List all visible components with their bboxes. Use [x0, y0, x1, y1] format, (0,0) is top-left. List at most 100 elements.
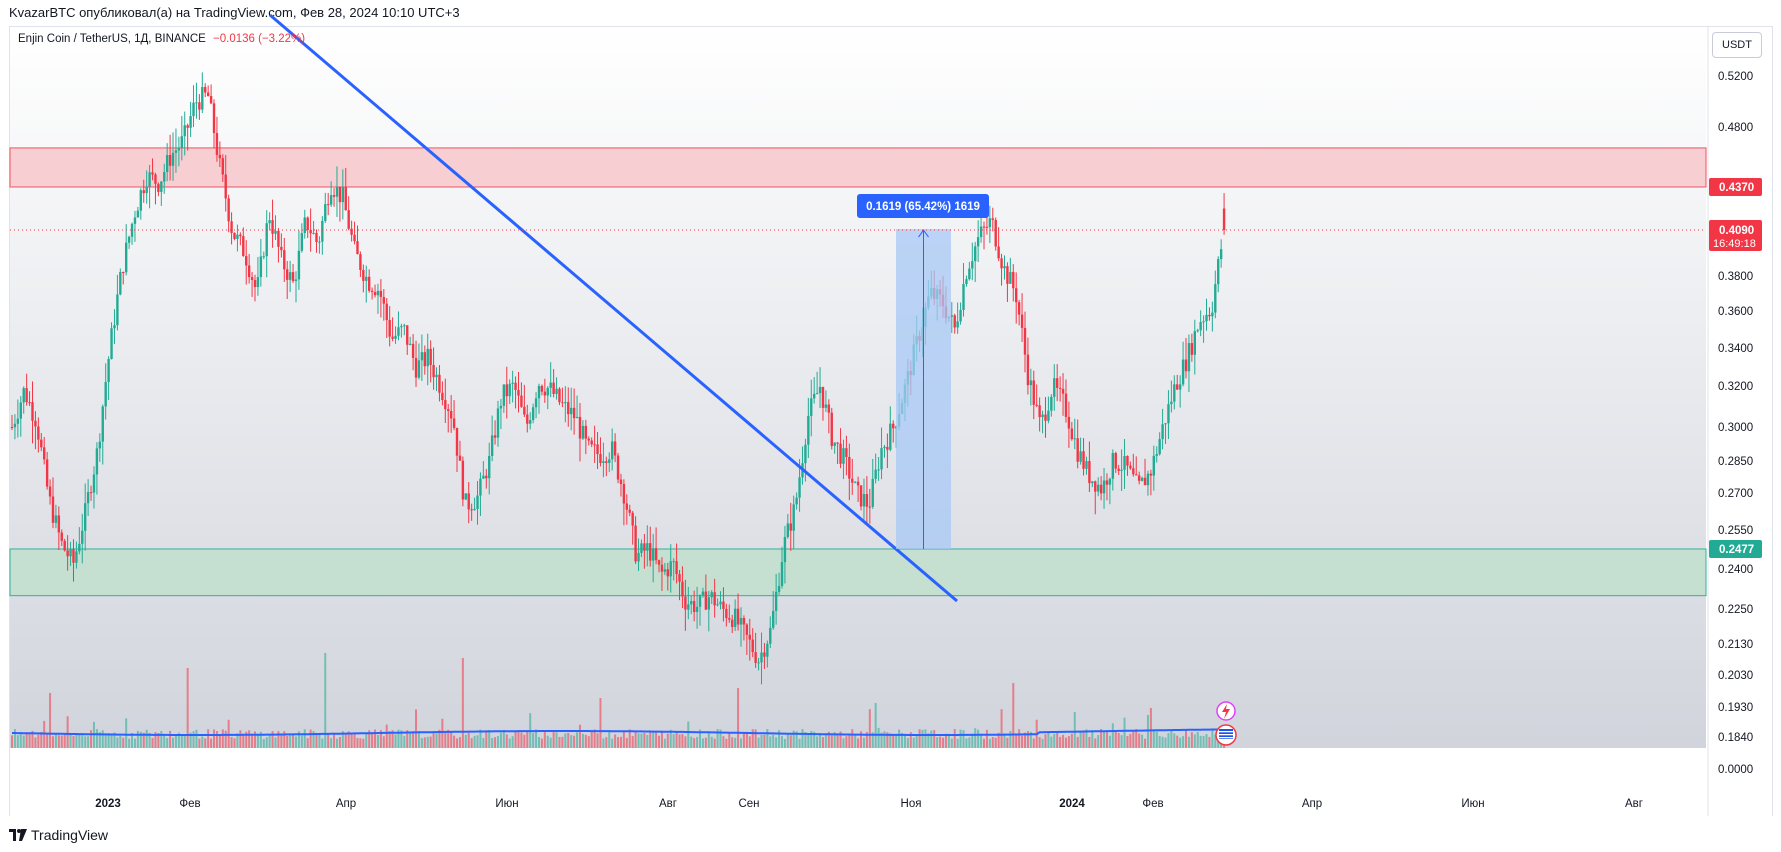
- candle-body: [534, 398, 538, 408]
- volume-bar: [617, 737, 620, 748]
- symbol-info: Enjin Coin / TetherUS, 1Д, BINANCE −0.01…: [18, 33, 305, 45]
- candle-body: [1202, 321, 1205, 323]
- candle: [848, 443, 851, 501]
- candle-body: [1015, 288, 1018, 303]
- candle: [408, 336, 412, 346]
- candle-body: [186, 125, 189, 128]
- price-tick: 0.2400: [1718, 564, 1753, 576]
- candle: [1079, 437, 1082, 465]
- currency-button[interactable]: USDT: [1712, 32, 1762, 58]
- candle-body: [356, 241, 359, 255]
- candle: [1205, 298, 1208, 331]
- volume-bar: [312, 731, 315, 748]
- candle-body: [836, 442, 839, 444]
- volume-bar: [368, 730, 371, 748]
- candle: [43, 437, 46, 465]
- volume-bar: [983, 738, 985, 748]
- candle: [444, 378, 447, 424]
- volume-bar: [593, 729, 596, 748]
- volume-bar: [438, 729, 441, 748]
- candle-body: [262, 256, 265, 258]
- candle: [479, 472, 482, 517]
- candle-body: [669, 561, 672, 577]
- candle: [701, 587, 705, 598]
- candle: [81, 513, 84, 564]
- candle: [171, 132, 175, 181]
- candle: [499, 398, 503, 430]
- candle: [994, 217, 997, 251]
- candle: [974, 241, 977, 282]
- volume-bar: [376, 734, 379, 748]
- candle-body: [605, 461, 608, 464]
- candle-body: [382, 297, 386, 304]
- volume-bar: [1082, 732, 1085, 748]
- candle: [1149, 469, 1153, 496]
- candle: [452, 400, 456, 431]
- volume-bar: [558, 736, 561, 748]
- candle-body: [13, 423, 17, 428]
- candle-body: [736, 608, 740, 625]
- candle: [950, 302, 953, 334]
- candle: [10, 414, 14, 430]
- candle-body: [572, 407, 576, 419]
- candle: [845, 435, 848, 476]
- candle: [198, 94, 201, 120]
- volume-bar: [936, 737, 939, 748]
- candle: [72, 539, 75, 582]
- candle: [877, 457, 880, 481]
- candle: [1023, 311, 1027, 373]
- volume-bar: [335, 738, 338, 748]
- candle: [502, 384, 506, 413]
- volume-bar: [1076, 736, 1079, 748]
- volume-bar: [271, 731, 274, 748]
- candle-body: [613, 441, 617, 456]
- candle-body: [991, 218, 994, 220]
- volume-bar: [87, 736, 90, 748]
- candle-body: [839, 443, 842, 464]
- candle-body: [845, 448, 848, 458]
- volume-bar: [1023, 732, 1026, 748]
- candle: [728, 604, 731, 623]
- candle: [777, 572, 781, 595]
- candle: [572, 388, 576, 435]
- volume-bar: [25, 732, 28, 748]
- volume-bar: [63, 733, 66, 748]
- candle-body: [956, 321, 959, 328]
- candle: [1146, 470, 1150, 496]
- candle-body: [397, 327, 400, 336]
- candle-body: [1140, 477, 1144, 481]
- candle-body: [291, 272, 295, 282]
- volume-bar: [804, 732, 807, 748]
- candle: [1102, 467, 1106, 509]
- candle: [338, 186, 342, 222]
- volume-bar: [608, 731, 611, 748]
- candle: [154, 172, 157, 205]
- candle: [209, 84, 213, 105]
- volume-bar: [341, 731, 344, 748]
- candle-body: [189, 116, 192, 128]
- candle: [397, 311, 400, 341]
- volume-bar: [860, 731, 863, 748]
- volume-bar: [1003, 733, 1006, 748]
- volume-bar: [590, 732, 593, 748]
- candle-body: [681, 581, 684, 597]
- candle: [230, 212, 233, 245]
- candle: [1085, 456, 1088, 475]
- candle: [286, 261, 289, 299]
- candle-body: [300, 233, 304, 251]
- candle: [75, 541, 78, 569]
- candle: [1003, 255, 1006, 280]
- candle-body: [198, 102, 201, 110]
- volume-bar: [1211, 729, 1214, 748]
- candle-body: [160, 181, 163, 192]
- candle: [763, 643, 766, 669]
- volume-bar: [942, 737, 945, 748]
- volume-bar: [391, 730, 394, 748]
- candle: [315, 229, 318, 253]
- candle-body: [180, 136, 184, 149]
- time-tick: 2023: [95, 798, 121, 810]
- candle-body: [145, 186, 148, 194]
- candle-body: [104, 381, 107, 407]
- volume-bar: [605, 737, 608, 748]
